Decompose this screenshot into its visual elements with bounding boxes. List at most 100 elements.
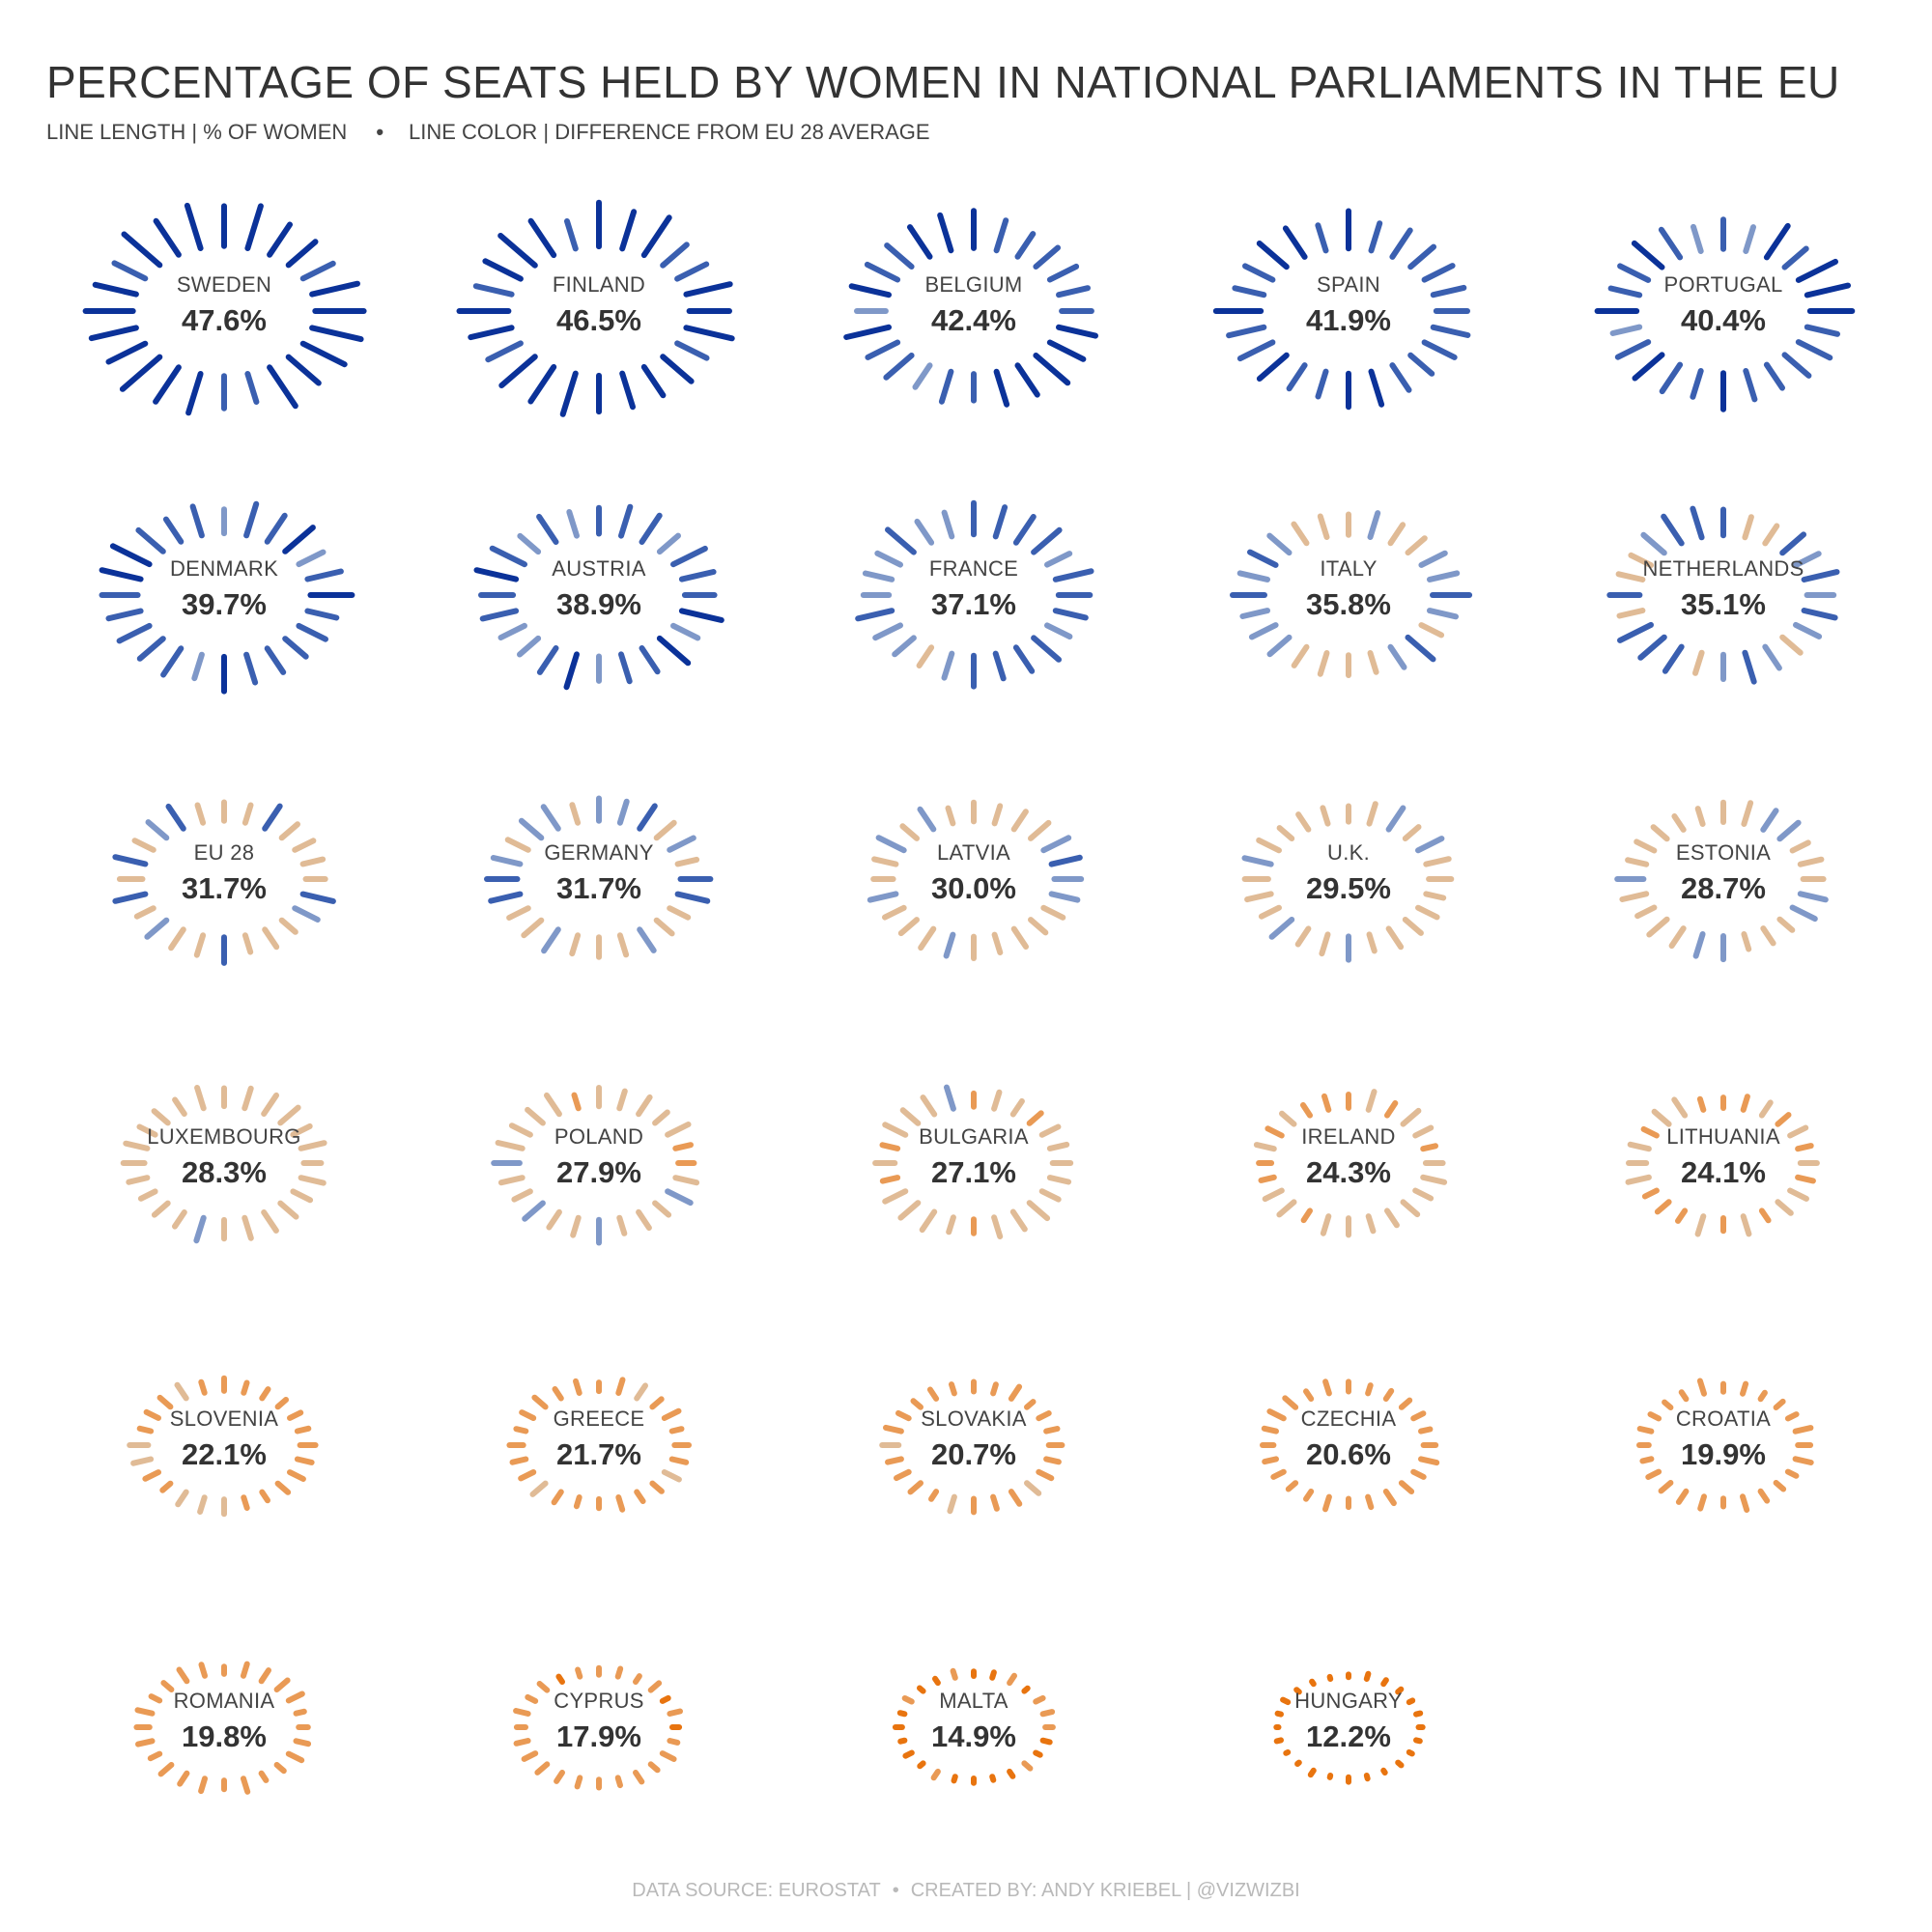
radial-line-mark [518,1469,537,1482]
radial-line-mark [1423,891,1447,901]
radial-line-mark [660,242,690,269]
radial-line-mark [1697,1493,1707,1512]
radial-line-mark [259,1386,271,1402]
radial-line-mark [570,1214,582,1238]
country-chart: CROATIA 19.9% [1536,1300,1911,1580]
radial-lines [120,1085,327,1244]
radial-lines [127,1375,319,1518]
radial-line-mark [551,1489,564,1506]
radial-line-mark [615,1377,626,1396]
radial-line-mark [1291,643,1310,668]
radial-line-mark [1295,811,1312,833]
radial-line-mark [135,1738,156,1747]
radial-line-mark [521,917,545,939]
radial-lines [99,500,355,695]
radial-line-mark [1024,1480,1042,1496]
radial-line-mark [1781,352,1812,379]
radial-line-mark [1647,1411,1662,1422]
radial-line-mark [1033,1749,1043,1758]
radial-line-mark [1380,1767,1388,1776]
radial-line-mark [299,891,336,904]
radial-line-mark [874,550,903,568]
radial-line-mark [661,1407,682,1421]
radial-line-mark [1365,1089,1378,1113]
radial-line-mark [1028,917,1049,936]
radial-line-mark [1658,226,1684,261]
radial-lines [1614,799,1829,963]
radial-line-mark [285,239,319,269]
radial-line-mark [647,1761,661,1774]
radial-line-mark [274,1397,289,1410]
radial-line-mark [1236,339,1276,362]
radial-line-mark [172,1096,187,1117]
radial-line-mark [573,1378,582,1396]
radial-line-mark [674,891,711,904]
radial-line-mark [618,651,633,685]
country-chart: AUSTRIA 38.9% [412,450,786,730]
radial-line-mark [1256,352,1290,382]
radial-line-mark [1609,324,1643,336]
radial-line-mark [1741,931,1752,952]
radial-line-mark [296,622,328,642]
radial-line-mark [615,1494,626,1513]
radial-lines [872,1084,1074,1239]
country-chart: U.K. 29.5% [1161,734,1536,1014]
radial-line-mark [672,1142,694,1151]
radial-line-mark [633,1673,642,1685]
country-name-label: PORTUGAL [1663,272,1783,297]
radial-lines [1625,1094,1820,1237]
radial-line-mark [1268,917,1295,940]
country-value-label: 31.7% [556,871,641,905]
radial-line-mark [175,1489,189,1508]
radial-line-mark [862,570,895,582]
radial-line-mark [264,645,287,675]
radial-line-mark [1012,514,1037,546]
radial-line-mark [947,1493,957,1515]
radial-line-mark [1804,282,1851,298]
radial-line-mark [143,1408,161,1421]
country-name-label: ITALY [1320,556,1378,581]
radial-line-mark [1253,1142,1277,1152]
country-name-label: AUSTRIA [552,556,646,581]
radial-line-mark [1420,1143,1438,1152]
radial-line-mark [1046,1141,1070,1151]
radial-line-mark [938,368,954,405]
radial-line-mark [1420,1174,1448,1185]
radial-line-mark [1407,243,1436,270]
radial-line-mark [285,354,322,386]
radial-line-mark [172,1209,187,1230]
radial-line-mark [902,1749,915,1759]
radial-line-mark [1801,608,1838,621]
radial-line-mark [290,1122,313,1138]
radial-line-mark [1402,917,1424,936]
radial-line-mark [920,1094,938,1118]
radial-line-mark [1415,904,1440,921]
radial-line-mark [1368,220,1383,254]
radial-line-mark [1274,1710,1284,1718]
radial-line-mark [184,202,204,251]
country-value-label: 30.0% [931,871,1016,905]
radial-line-mark [1763,222,1791,261]
subtitle-line-length: LINE LENGTH | % OF WOMEN [46,120,348,144]
radial-line-mark [647,1680,663,1693]
radial-line-mark [943,931,956,959]
radial-line-mark [865,339,901,360]
radial-line-mark [1258,1174,1277,1183]
radial-line-mark [1248,622,1279,640]
country-chart: LATVIA 30.0% [786,734,1161,1014]
country-chart: BELGIUM 42.4% [786,166,1161,446]
radial-line-mark [1763,361,1785,391]
radial-line-mark [1303,1489,1315,1502]
radial-line-mark [1043,1426,1061,1435]
radial-line-mark [273,1762,287,1775]
radial-line-mark [1382,1387,1395,1402]
radial-line-mark [674,340,710,361]
country-value-label: 24.3% [1306,1155,1391,1189]
radial-line-mark [168,926,186,952]
radial-line-mark [652,1200,672,1218]
radial-line-mark [536,513,559,545]
radial-line-mark [1384,1100,1399,1119]
radial-line-mark [488,891,524,904]
radial-line-mark [147,1750,163,1762]
